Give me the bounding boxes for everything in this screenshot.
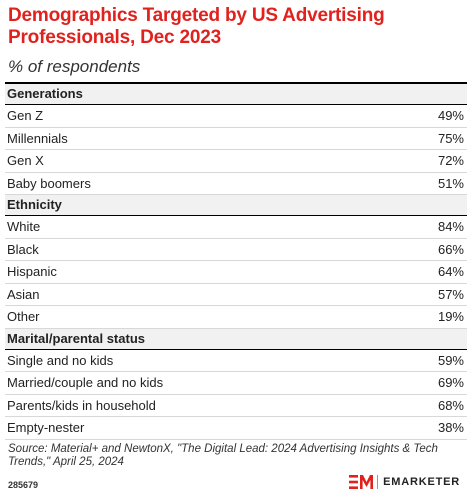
row-value: 66% <box>437 241 464 257</box>
row-label: Married/couple and no kids <box>7 375 164 390</box>
row-label: Asian <box>7 286 40 302</box>
row-label: Hispanic <box>7 264 57 279</box>
chart-id: 285679 <box>8 480 39 490</box>
row-label: Millennials <box>7 130 68 146</box>
row-value: 64% <box>437 264 464 279</box>
row-label: Parents/kids in household <box>7 397 156 413</box>
row-label: Baby boomers <box>7 175 91 191</box>
source-note: Source: Material+ and NewtonX, "The Digi… <box>8 443 438 468</box>
row-value: 68% <box>437 397 464 413</box>
data-table: Generations Gen Z 49% Millennials 75% Gen X 72… <box>5 82 467 440</box>
section-header: Marital/parental status <box>5 328 467 350</box>
emarketer-logo-icon <box>349 475 374 489</box>
chart-subtitle: % of respondents <box>8 57 141 76</box>
row-value: 75% <box>437 130 464 146</box>
row-value: 57% <box>437 286 464 302</box>
row-value: 59% <box>437 352 464 368</box>
row-label: Gen Z <box>7 108 44 123</box>
row-value: 38% <box>437 420 464 435</box>
table-top-rule <box>5 82 467 84</box>
table-row: Hispanic 64% <box>5 261 467 284</box>
row-label: Empty-nester <box>7 420 85 435</box>
row-label: White <box>7 219 41 234</box>
row-label: Black <box>7 241 39 257</box>
row-label: Other <box>7 309 40 324</box>
section-header: Ethnicity <box>5 195 467 216</box>
row-value: 51% <box>437 175 464 191</box>
table-row: Single and no kids 59% <box>5 350 467 372</box>
table-row: Gen Z 49% <box>5 105 467 128</box>
brand-logo: EMARKETER <box>349 474 460 490</box>
table-row: Other 19% <box>5 306 467 329</box>
table-row: Baby boomers 51% <box>5 173 467 195</box>
row-value: 84% <box>437 219 464 234</box>
row-value: 69% <box>437 375 464 390</box>
table-row: Millennials 75% <box>5 128 467 150</box>
table-row: Empty-nester 38% <box>5 417 467 440</box>
table-row: Black 66% <box>5 239 467 261</box>
table-row: Parents/kids in household 68% <box>5 395 467 417</box>
row-value: 49% <box>437 108 464 123</box>
brand-wordmark: EMARKETER <box>383 476 460 488</box>
chart-title: Demographics Targeted by US Advertising … <box>8 5 385 48</box>
row-value: 19% <box>437 309 464 324</box>
section-header: Generations <box>5 84 467 105</box>
table-row: Asian 57% <box>5 284 467 306</box>
row-label: Gen X <box>7 153 44 168</box>
table-row: White 84% <box>5 216 467 239</box>
table-row: Gen X 72% <box>5 150 467 173</box>
logo-separator <box>377 475 379 489</box>
table-row: Married/couple and no kids 69% <box>5 372 467 395</box>
row-value: 72% <box>437 153 464 168</box>
row-label: Single and no kids <box>7 352 114 368</box>
